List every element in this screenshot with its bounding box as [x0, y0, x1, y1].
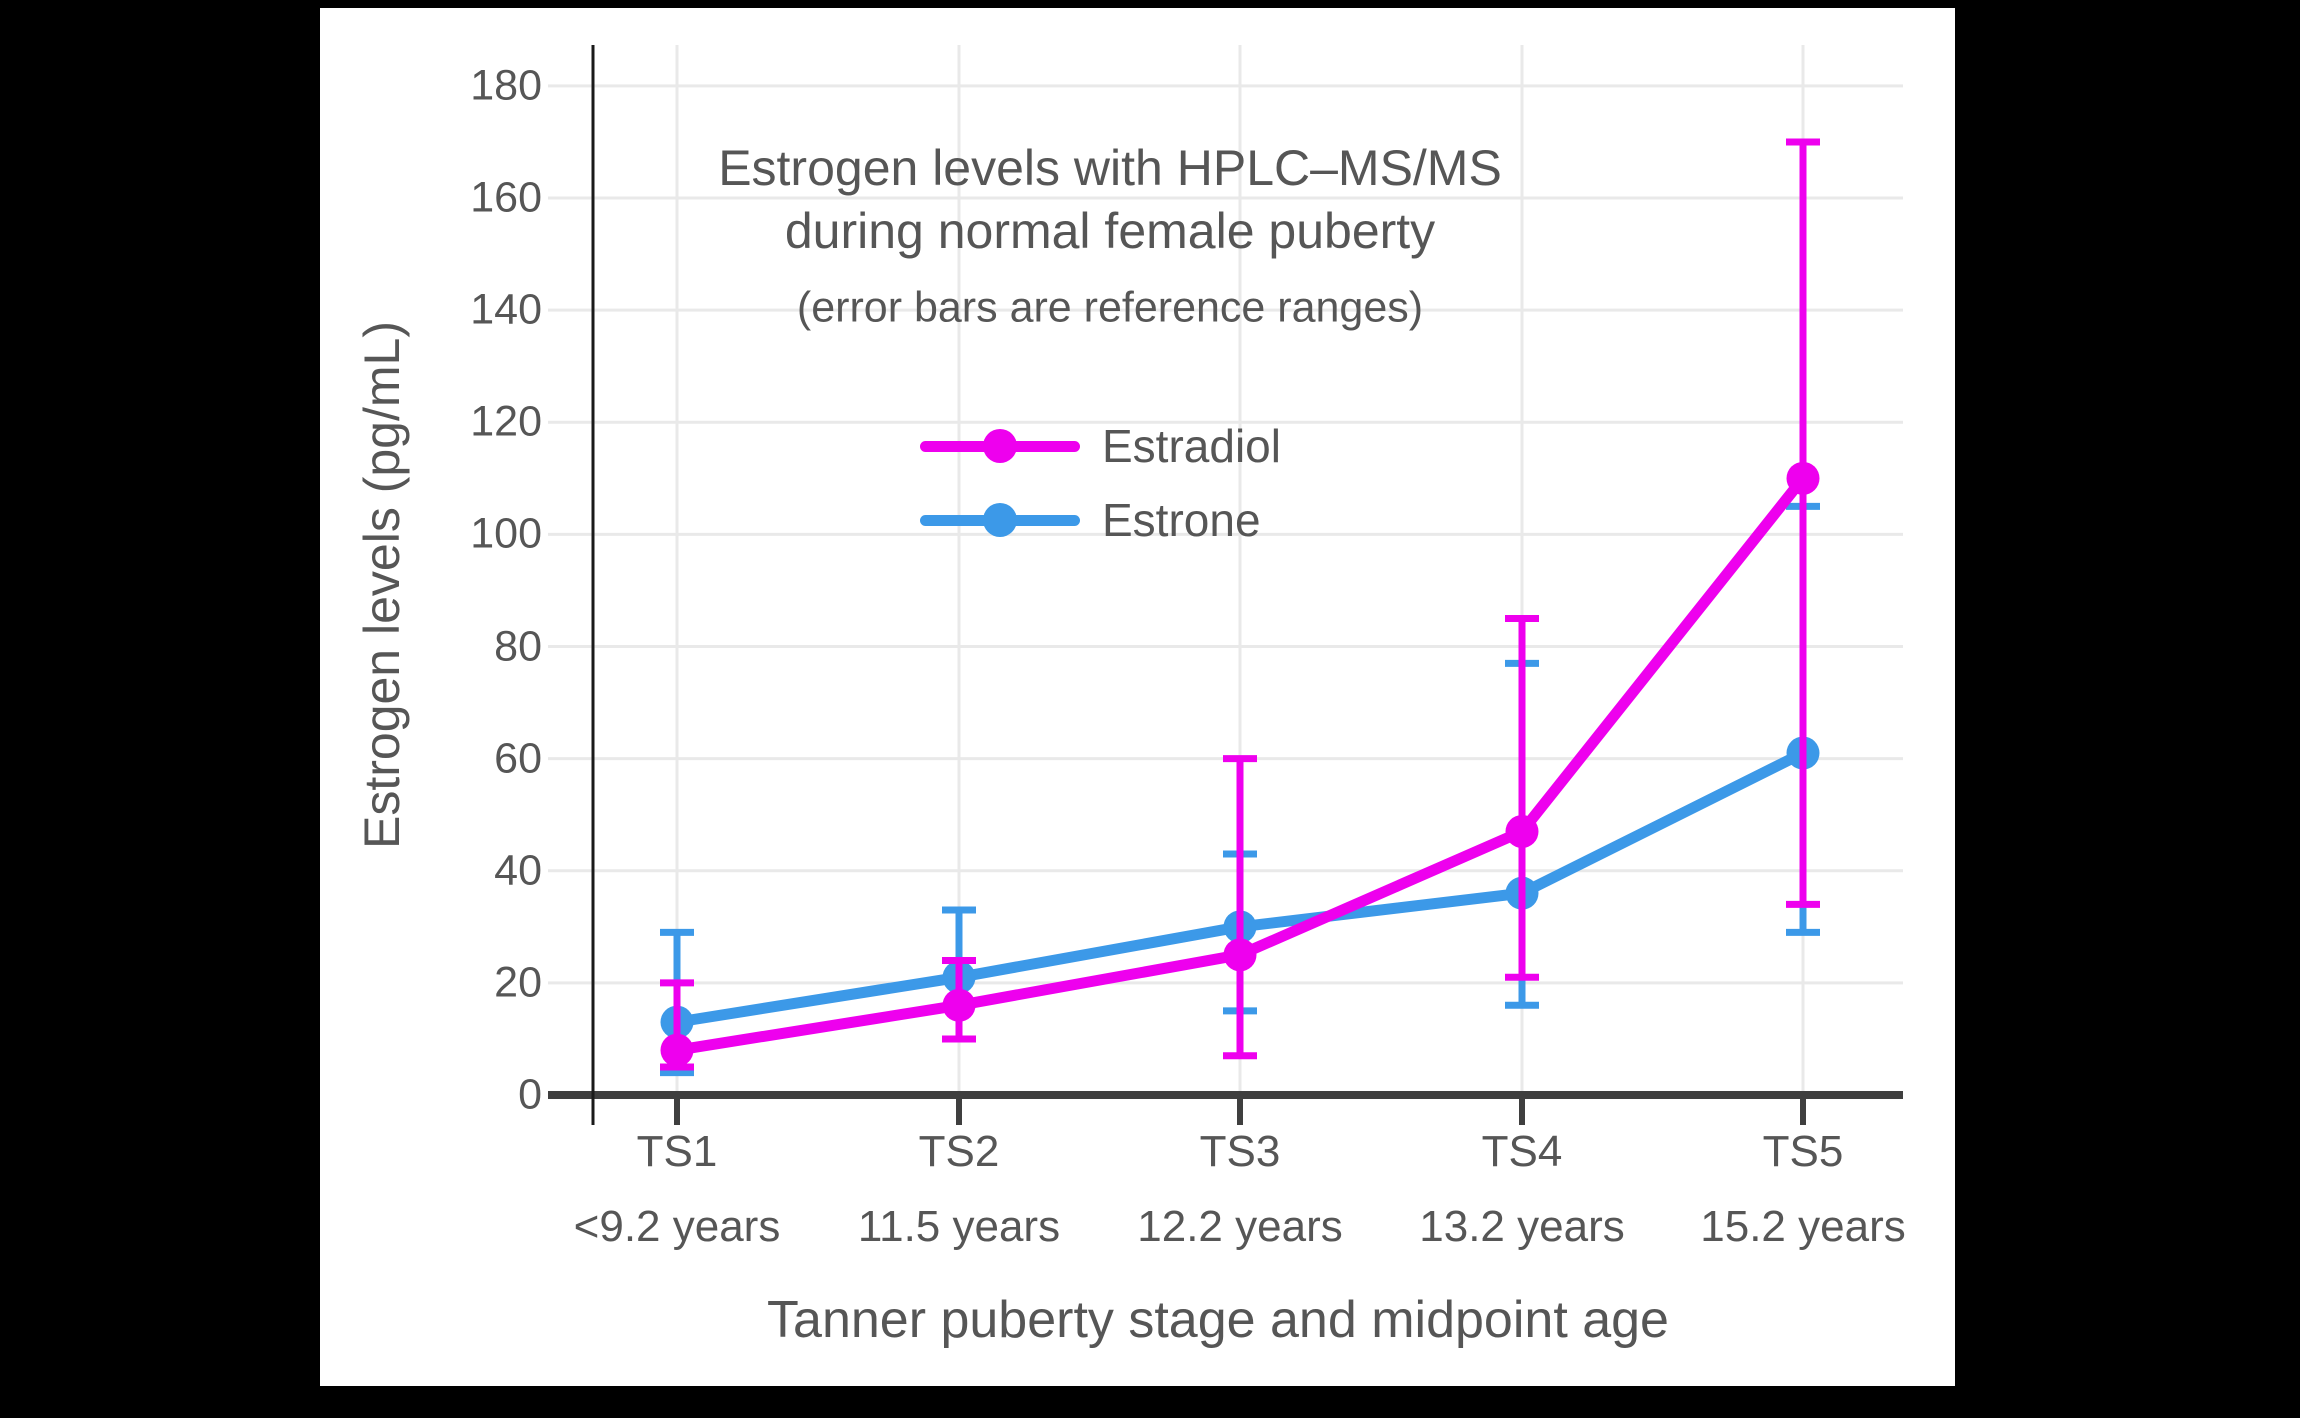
x-tick-age-label: 12.2 years — [1137, 1202, 1343, 1251]
x-tick-age-label: 15.2 years — [1700, 1202, 1906, 1251]
x-tick-stage-label: TS4 — [1481, 1127, 1563, 1176]
y-tick-label: 20 — [494, 958, 542, 1007]
estradiol-point — [942, 988, 976, 1022]
x-tick-stage-label: TS3 — [1199, 1127, 1281, 1176]
legend-line-marker — [920, 428, 1080, 463]
legend-label: Estradiol — [1102, 420, 1281, 472]
estradiol-point — [660, 1033, 694, 1067]
legend: Estradiol Estrone — [920, 409, 1281, 557]
y-tick-label: 160 — [470, 173, 542, 222]
legend-dot-icon — [983, 502, 1017, 537]
x-tick-age-label: <9.2 years — [573, 1202, 781, 1251]
x-tick-stage-label: TS1 — [636, 1127, 718, 1176]
chart-title-line2: during normal female puberty — [784, 203, 1436, 259]
y-tick-label: 180 — [470, 61, 542, 110]
y-tick-label: 100 — [470, 509, 542, 558]
legend-label: Estrone — [1102, 494, 1261, 546]
chart-title-line1: Estrogen levels with HPLC–MS/MS — [718, 140, 1502, 196]
y-tick-label: 0 — [518, 1070, 542, 1119]
x-tick-age-label: 13.2 years — [1419, 1202, 1625, 1251]
y-tick-label: 60 — [494, 734, 542, 783]
chart-svg — [548, 45, 1903, 1125]
y-tick-label: 140 — [470, 285, 542, 334]
chart-canvas: Estrogen levels with HPLC–MS/MS during n… — [320, 8, 1955, 1386]
legend-dot-icon — [983, 428, 1017, 463]
estradiol-point — [1786, 461, 1820, 495]
chart-subtitle: (error bars are reference ranges) — [796, 283, 1424, 332]
legend-line-marker — [920, 502, 1080, 537]
x-tick-stage-label: TS5 — [1762, 1127, 1844, 1176]
estradiol-point — [1223, 938, 1257, 972]
estradiol-point — [1505, 815, 1539, 849]
y-tick-label: 80 — [494, 622, 542, 671]
y-tick-label: 120 — [470, 397, 542, 446]
legend-item: Estrone — [920, 483, 1281, 557]
y-tick-label: 40 — [494, 846, 542, 895]
legend-item: Estradiol — [920, 409, 1281, 483]
x-tick-stage-label: TS2 — [918, 1127, 1000, 1176]
x-tick-age-label: 11.5 years — [857, 1202, 1061, 1251]
x-axis-title: Tanner puberty stage and midpoint age — [767, 1291, 1669, 1349]
